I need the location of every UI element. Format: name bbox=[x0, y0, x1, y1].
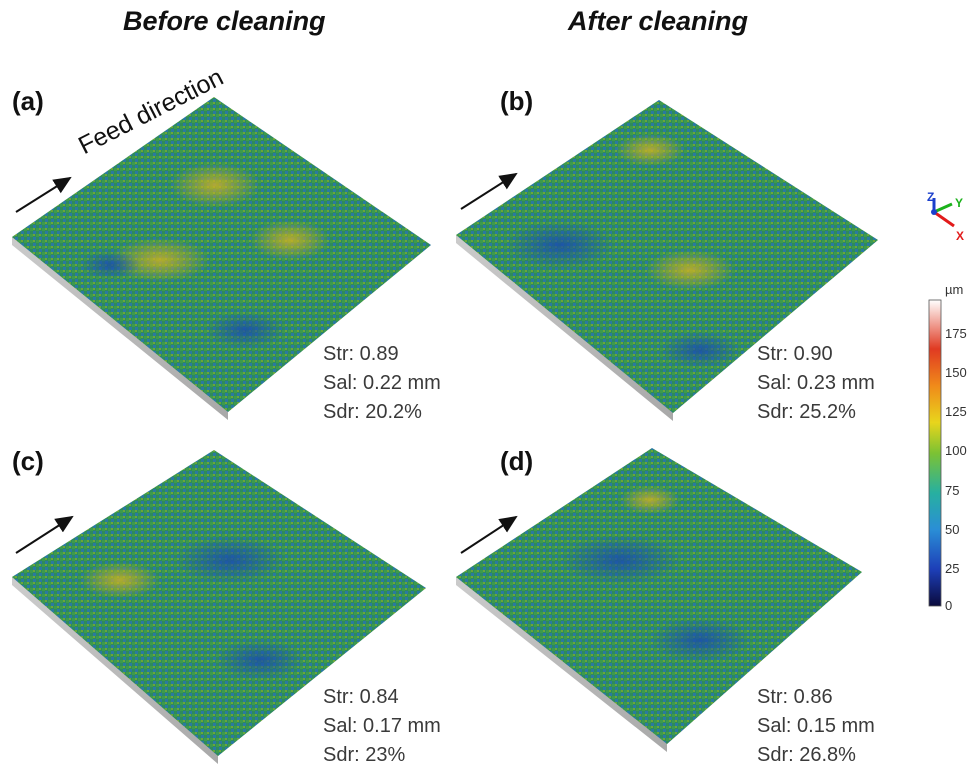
panel-label-c: (c) bbox=[12, 446, 44, 476]
stats-c: Str: 0.84 Sal: 0.17 mm Sdr: 23% bbox=[323, 683, 441, 770]
stat-sdr: Sdr: 25.2% bbox=[757, 401, 856, 423]
feed-arrow-a bbox=[15, 176, 72, 213]
feed-arrow-c bbox=[15, 515, 74, 554]
panel-label-d: (d) bbox=[500, 446, 534, 476]
panel-label-a: (a) bbox=[12, 86, 44, 116]
feed-arrow-b bbox=[460, 172, 518, 210]
stats-b: Str: 0.90 Sal: 0.23 mm Sdr: 25.2% bbox=[757, 340, 875, 427]
colorbar bbox=[928, 299, 942, 607]
stat-str: Str: 0.84 bbox=[323, 686, 399, 708]
panel-label-b: (b) bbox=[500, 86, 534, 116]
colorbar-tick: 25 bbox=[945, 561, 960, 576]
stat-sal: Sal: 0.23 mm bbox=[757, 372, 875, 394]
before-cleaning-title: Before cleaning bbox=[123, 6, 326, 36]
stat-str: Str: 0.86 bbox=[757, 686, 833, 708]
stat-sal: Sal: 0.15 mm bbox=[757, 715, 875, 737]
after-cleaning-title: After cleaning bbox=[568, 6, 749, 36]
stat-sdr: Sdr: 26.8% bbox=[757, 744, 856, 766]
feed-direction-label: Feed direction bbox=[74, 63, 228, 160]
stats-a: Str: 0.89 Sal: 0.22 mm Sdr: 20.2% bbox=[323, 340, 441, 427]
colorbar-tick: 150 bbox=[945, 365, 967, 380]
axis-y-label: Y bbox=[955, 196, 964, 210]
axis-z-label: Z bbox=[927, 190, 935, 204]
stat-sal: Sal: 0.17 mm bbox=[323, 715, 441, 737]
colorbar-tick: 175 bbox=[945, 326, 967, 341]
colorbar-unit: µm bbox=[945, 282, 964, 297]
axis-x-label: X bbox=[956, 229, 965, 243]
stat-str: Str: 0.90 bbox=[757, 343, 833, 365]
colorbar-tick: 125 bbox=[945, 404, 967, 419]
axes-orientation-icon bbox=[931, 198, 955, 228]
stat-sdr: Sdr: 20.2% bbox=[323, 401, 422, 423]
stat-sdr: Sdr: 23% bbox=[323, 744, 406, 766]
feed-arrow-d bbox=[460, 515, 518, 554]
stats-d: Str: 0.86 Sal: 0.15 mm Sdr: 26.8% bbox=[757, 683, 875, 770]
stat-str: Str: 0.89 bbox=[323, 343, 399, 365]
colorbar-tick: 0 bbox=[945, 598, 953, 613]
colorbar-tick: 100 bbox=[945, 443, 967, 458]
colorbar-tick: 75 bbox=[945, 483, 960, 498]
colorbar-tick: 50 bbox=[945, 522, 960, 537]
stat-sal: Sal: 0.22 mm bbox=[323, 372, 441, 394]
